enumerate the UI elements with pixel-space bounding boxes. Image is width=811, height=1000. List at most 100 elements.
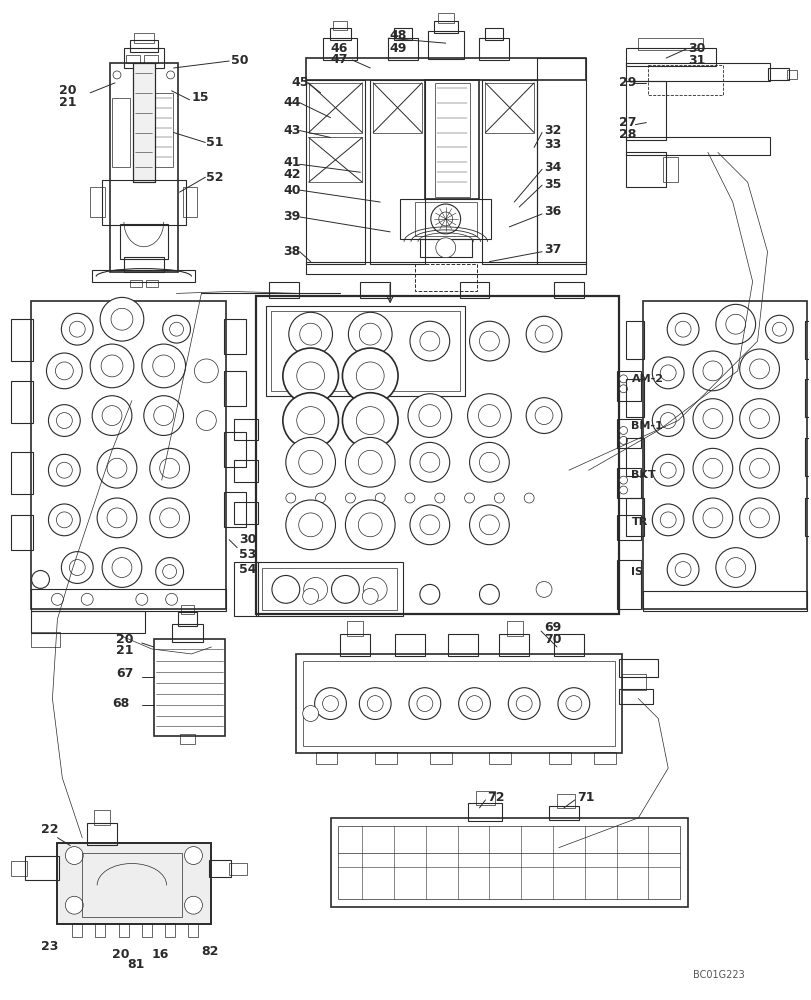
Circle shape <box>419 584 440 604</box>
Bar <box>637 38 702 50</box>
Circle shape <box>162 315 191 343</box>
Circle shape <box>345 437 395 487</box>
Circle shape <box>659 413 676 428</box>
Bar <box>330 818 687 907</box>
Bar <box>24 856 59 880</box>
Circle shape <box>81 593 93 605</box>
Bar <box>805 498 811 536</box>
Bar <box>419 239 471 257</box>
Circle shape <box>144 396 183 435</box>
Circle shape <box>49 405 80 436</box>
Text: 15: 15 <box>191 91 208 104</box>
Bar <box>787 70 796 79</box>
Bar <box>414 202 476 236</box>
Bar <box>303 661 614 746</box>
Text: 54: 54 <box>239 563 256 576</box>
Circle shape <box>692 498 732 538</box>
Circle shape <box>56 512 72 528</box>
Bar <box>626 48 715 66</box>
Circle shape <box>702 361 722 381</box>
Bar <box>58 843 211 924</box>
Circle shape <box>55 362 73 380</box>
Bar <box>616 468 641 498</box>
Bar <box>626 498 644 536</box>
Circle shape <box>296 362 324 390</box>
Circle shape <box>410 505 449 545</box>
Circle shape <box>410 442 449 482</box>
Bar <box>11 861 27 876</box>
Bar <box>182 187 197 217</box>
Bar <box>642 591 806 611</box>
Circle shape <box>739 448 779 488</box>
Text: 23: 23 <box>41 940 58 953</box>
Circle shape <box>725 314 744 334</box>
Bar <box>459 282 489 298</box>
Circle shape <box>494 493 504 503</box>
Bar <box>119 923 129 937</box>
Bar <box>31 611 144 633</box>
Text: 68: 68 <box>112 697 129 710</box>
Bar <box>329 28 351 40</box>
Bar <box>467 803 502 821</box>
Bar <box>295 654 620 753</box>
Circle shape <box>749 508 769 528</box>
Circle shape <box>516 696 531 712</box>
Circle shape <box>303 577 327 601</box>
Circle shape <box>619 375 627 383</box>
Circle shape <box>651 504 683 536</box>
Text: 44: 44 <box>283 96 300 109</box>
Circle shape <box>160 458 179 478</box>
Circle shape <box>692 448 732 488</box>
Bar <box>360 282 389 298</box>
Bar <box>548 806 578 820</box>
Circle shape <box>674 562 690 577</box>
Text: 21: 21 <box>59 96 77 109</box>
Circle shape <box>458 688 490 719</box>
Circle shape <box>464 493 474 503</box>
Circle shape <box>619 436 627 444</box>
Bar <box>11 515 32 550</box>
Bar <box>229 863 247 875</box>
Bar <box>618 689 653 704</box>
Bar <box>475 791 495 805</box>
Circle shape <box>314 688 346 719</box>
Circle shape <box>56 462 72 478</box>
Text: 16: 16 <box>152 948 169 961</box>
Text: TR: TR <box>631 517 647 527</box>
Bar <box>188 923 198 937</box>
Circle shape <box>356 407 384 434</box>
Circle shape <box>322 696 338 712</box>
Circle shape <box>165 593 178 605</box>
Bar <box>234 460 258 482</box>
Circle shape <box>62 552 93 583</box>
Circle shape <box>725 558 744 577</box>
Bar <box>178 612 197 626</box>
Bar <box>616 515 641 540</box>
Circle shape <box>298 513 322 537</box>
Circle shape <box>303 588 318 604</box>
Text: 30: 30 <box>239 533 256 546</box>
Bar <box>92 270 195 282</box>
Bar <box>308 83 362 133</box>
Text: 32: 32 <box>543 124 560 137</box>
Circle shape <box>65 847 83 864</box>
Circle shape <box>651 454 683 486</box>
Circle shape <box>166 71 174 79</box>
Bar <box>429 752 451 764</box>
Circle shape <box>92 396 131 435</box>
Circle shape <box>659 512 676 528</box>
Bar <box>153 639 225 736</box>
Text: 35: 35 <box>543 178 560 191</box>
Bar <box>315 752 337 764</box>
Text: 20: 20 <box>112 948 130 961</box>
Circle shape <box>358 513 382 537</box>
Bar <box>209 860 231 877</box>
Circle shape <box>739 498 779 538</box>
Bar <box>112 98 130 167</box>
Circle shape <box>285 493 295 503</box>
Circle shape <box>363 577 387 601</box>
Circle shape <box>107 508 127 528</box>
Circle shape <box>62 313 93 345</box>
Bar <box>347 621 363 636</box>
Circle shape <box>534 325 552 343</box>
